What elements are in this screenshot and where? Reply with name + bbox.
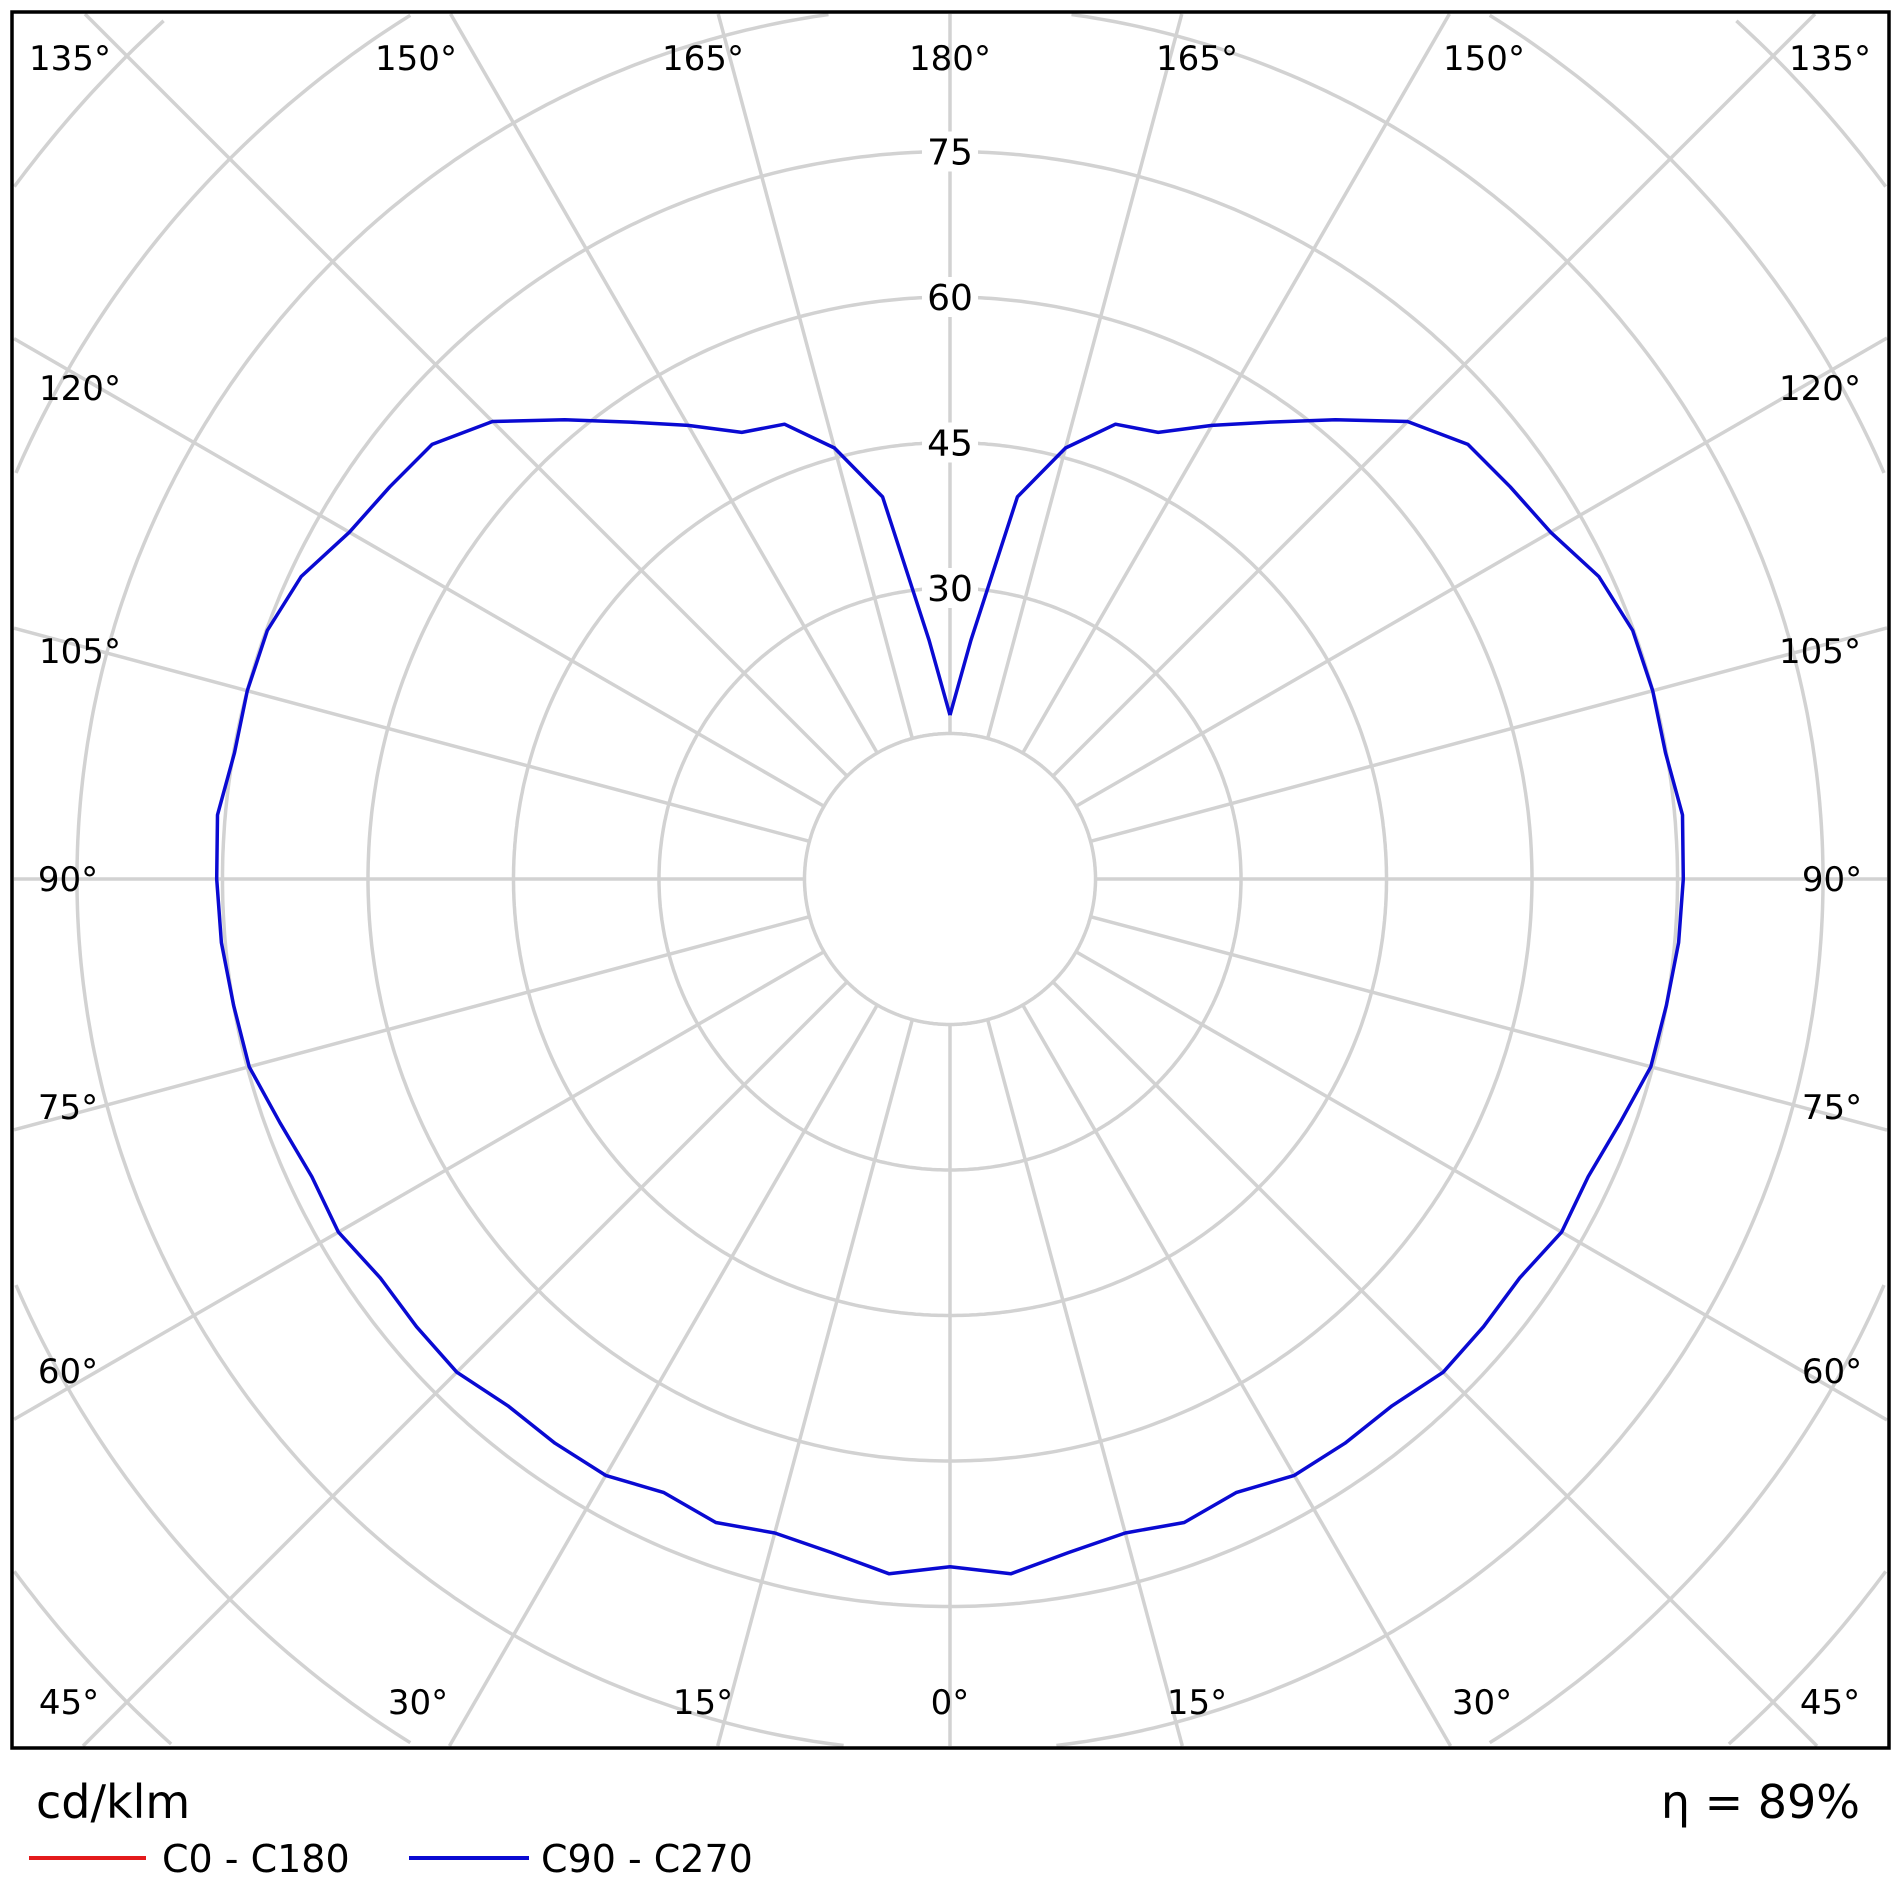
radial-label-bg [922, 568, 978, 608]
efficiency-label: η = 89% [1661, 1775, 1860, 1829]
angle-label-right: 75° [1802, 1088, 1862, 1128]
radial-tick-labels: 75 60 45 30 [922, 131, 978, 610]
angle-label-bottom: 15° [673, 1683, 733, 1723]
angle-label-bottom: 0° [931, 1683, 970, 1723]
grid-spoke [1075, 336, 1888, 808]
grid-spoke [447, 1004, 879, 1747]
grid-ring [1735, 19, 1888, 188]
grid-ring [75, 12, 844, 1748]
angle-label-top: 135° [29, 39, 111, 79]
angle-label-right: 105° [1779, 632, 1861, 672]
grid-spoke [81, 980, 849, 1748]
angle-label-bottom: 30° [388, 1683, 448, 1723]
angle-label-left: 105° [39, 632, 121, 672]
grid-ring [1056, 12, 1825, 1748]
angle-label-bottom: 45° [39, 1683, 99, 1723]
legend-label: C0 - C180 [162, 1837, 350, 1881]
angle-label-bottom: 15° [1167, 1683, 1227, 1723]
grid-spoke [716, 13, 915, 739]
curves [214, 418, 1686, 1576]
radial-tick-label: 60 [927, 278, 973, 319]
grid-spoke [13, 337, 825, 808]
grid-spoke [83, 12, 849, 778]
grid-ring [14, 13, 412, 474]
legend: C0 - C180 C90 - C270 [29, 1837, 753, 1881]
grid-ring [1488, 13, 1886, 474]
angle-label-left: 90° [38, 860, 98, 900]
radial-label-bg [922, 131, 978, 172]
angle-label-left: 60° [38, 1352, 98, 1392]
grid-spoke [13, 626, 810, 844]
grid-ring [12, 1570, 173, 1746]
angle-label-left: 120° [39, 369, 121, 409]
grid-spoke [985, 13, 1184, 739]
angle-label-bottom: 30° [1452, 1683, 1512, 1723]
angle-label-top: 180° [909, 39, 991, 79]
grid-spoke [449, 13, 879, 754]
angle-labels: 135° 150° 165° 180° 165° 150° 135° 120° … [29, 39, 1871, 1723]
angle-label-top: 150° [1443, 39, 1525, 79]
grid-spoke [715, 1019, 915, 1747]
angle-label-right: 60° [1802, 1352, 1862, 1392]
legend-label: C90 - C270 [541, 1837, 753, 1881]
angle-label-bottom: 45° [1800, 1683, 1860, 1723]
radial-label-bg [922, 277, 978, 317]
series-curve-c90-c270 [214, 418, 1686, 1576]
radial-tick-label: 75 [927, 133, 973, 174]
angle-label-right: 90° [1802, 860, 1862, 900]
radial-tick-label: 45 [927, 424, 973, 465]
angle-label-right: 120° [1779, 369, 1861, 409]
polar-grid [12, 12, 1888, 1748]
grid-spoke [1090, 626, 1888, 844]
angle-label-top: 165° [662, 39, 744, 79]
angle-label-top: 135° [1789, 39, 1871, 79]
unit-label: cd/klm [36, 1775, 190, 1829]
grid-ring [12, 19, 165, 188]
grid-spoke [1051, 12, 1817, 778]
angle-label-top: 150° [375, 39, 457, 79]
grid-spoke [1075, 950, 1888, 1422]
angle-label-left: 75° [38, 1088, 98, 1128]
grid-spoke [1051, 980, 1819, 1748]
grid-spoke [13, 950, 825, 1421]
grid-ring [14, 1284, 412, 1745]
grid-spoke [985, 1019, 1185, 1747]
radial-tick-label: 30 [927, 569, 973, 610]
grid-spoke [1021, 13, 1451, 754]
radial-label-bg [922, 422, 978, 463]
grid-spoke [1021, 1004, 1453, 1747]
grid-spoke [1090, 914, 1888, 1132]
plot-frame [10, 10, 1891, 1750]
grid-ring [1488, 1284, 1886, 1745]
angle-label-top: 165° [1156, 39, 1238, 79]
grid-ring [1727, 1570, 1888, 1746]
grid-spoke [13, 914, 810, 1132]
